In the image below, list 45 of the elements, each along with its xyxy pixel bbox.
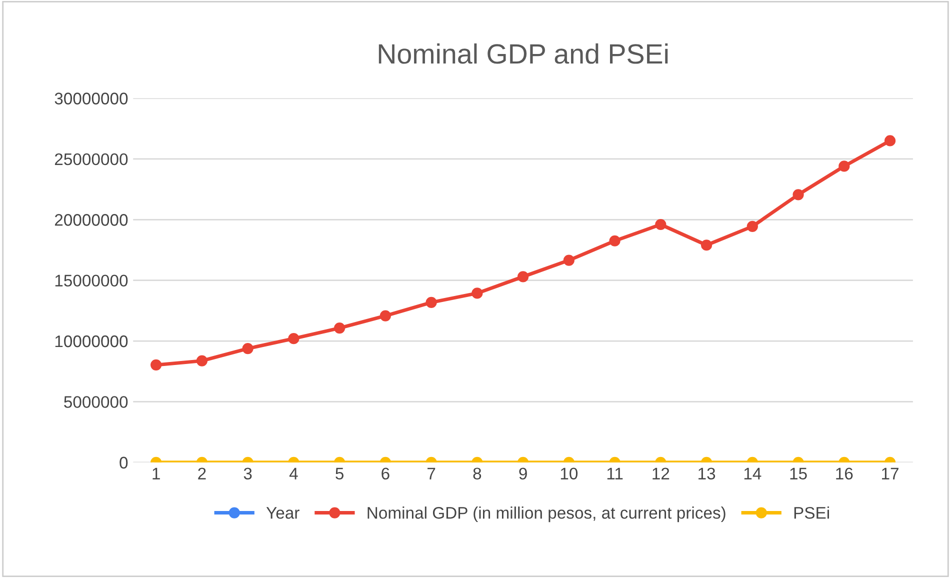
point <box>884 135 896 146</box>
point <box>334 322 346 334</box>
point <box>196 355 208 366</box>
x-tick-label: 9 <box>519 468 527 480</box>
y-tick-label: 15000000 <box>55 274 128 287</box>
x-tick-label: 17 <box>882 468 898 480</box>
legend-label: Nominal GDP (in million pesos, at current prices) <box>368 506 726 522</box>
y-tick-label: 25000000 <box>54 153 128 166</box>
point <box>838 160 850 172</box>
x-tick-label: 10 <box>560 468 578 480</box>
y-tick-label: 20000000 <box>54 214 128 226</box>
point <box>563 254 574 266</box>
y-tick-label: 5000000 <box>64 396 128 408</box>
point <box>150 359 162 370</box>
y-tick-label: 0 <box>120 456 128 469</box>
chart-title: Nominal GDP and PSEi <box>378 43 668 64</box>
x-tick-label: 7 <box>428 468 436 480</box>
point <box>426 296 437 308</box>
point <box>242 342 254 354</box>
point <box>472 288 483 299</box>
legend-label: PSEi <box>794 506 829 519</box>
x-tick-label: 5 <box>336 468 344 480</box>
x-tick-label: 11 <box>607 468 623 480</box>
x-tick-label: 16 <box>836 468 853 480</box>
point <box>746 220 758 232</box>
point <box>517 271 529 282</box>
x-tick-label: 3 <box>244 468 252 480</box>
point <box>792 189 804 200</box>
x-tick-label: 4 <box>289 468 298 480</box>
legend-label: Year <box>266 507 300 519</box>
x-tick-label: 12 <box>652 468 670 480</box>
y-tick-label: 10000000 <box>55 335 128 348</box>
x-tick-label: 2 <box>198 468 206 480</box>
x-tick-label: 13 <box>698 468 716 480</box>
point <box>380 310 391 322</box>
x-tick-label: 15 <box>790 468 807 480</box>
x-tick-label: 1 <box>152 468 160 480</box>
y-tick-label: 30000000 <box>54 92 128 104</box>
point <box>609 235 620 246</box>
x-tick-label: 6 <box>382 468 390 480</box>
x-tick-label: 8 <box>473 468 482 480</box>
point <box>288 333 300 344</box>
x-tick-label: 14 <box>744 468 762 480</box>
point <box>700 240 712 251</box>
point <box>655 218 666 230</box>
